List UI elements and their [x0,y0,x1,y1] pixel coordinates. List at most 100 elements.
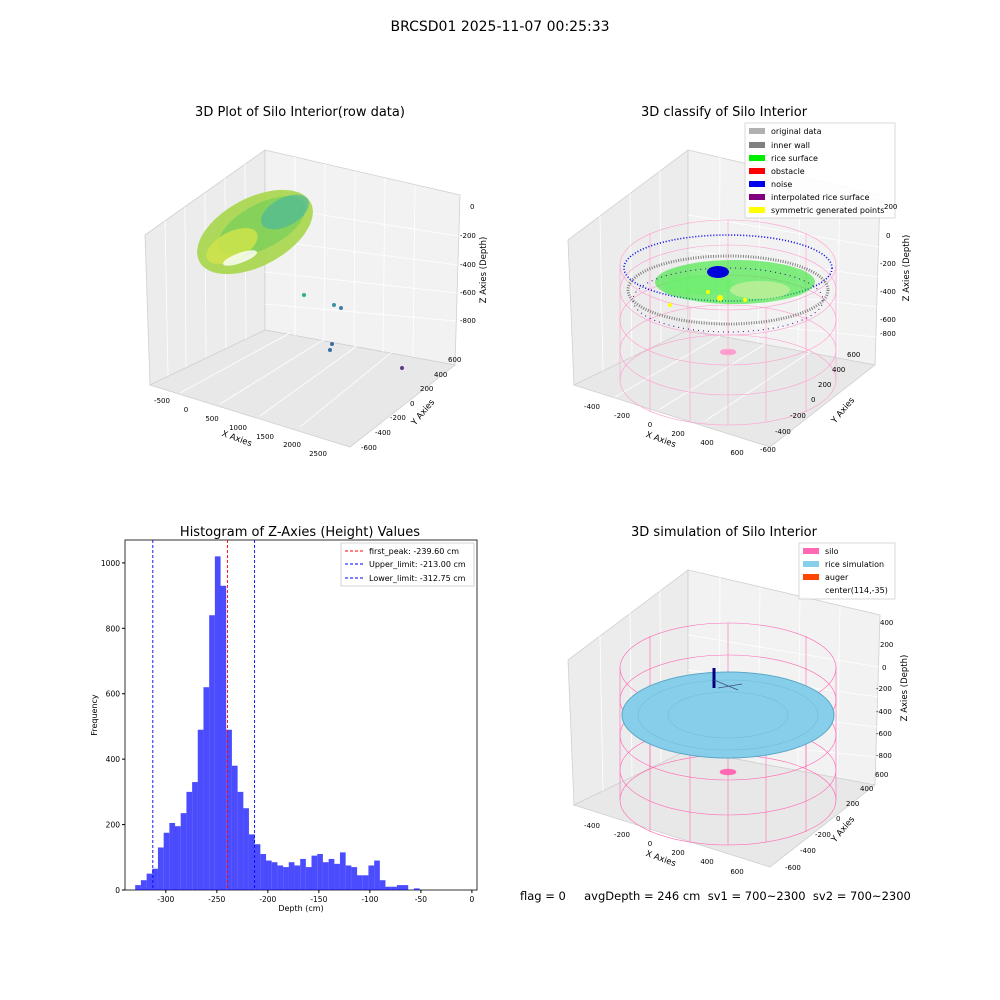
panel4-x-ticks: -400 -200 0 200 400 600 [584,822,744,876]
hist-bar [220,585,227,890]
panel2-gridlines [599,156,880,422]
legend-swatch-interpolated [749,194,765,200]
hist-bar [169,822,176,890]
panel4-xtick: -200 [614,831,630,839]
panel4-xtick: 200 [671,849,684,857]
panel2-ytick: 0 [811,396,815,404]
legend-swatch-auger [803,574,819,580]
panel4-z-ticks: 400 200 0 -200 -400 -600 -800 [876,619,893,760]
legend-swatch-noise [749,181,765,187]
panel2-zlabel: Z Axies (Depth) [902,235,912,302]
hist-bar [226,729,232,890]
hist-bar [339,852,346,890]
legend-label-auger: auger [825,573,849,582]
hist-bar [174,826,181,890]
hist-ytick-label: 600 [106,690,121,699]
panel2-ztick: -800 [880,330,896,338]
panel4-ytick: -400 [800,847,816,855]
hist-bar [305,867,312,890]
hist-bar [283,867,289,890]
hist-bar [157,847,164,890]
panel2-ztick: 0 [886,232,890,240]
panel1-ytick: 400 [434,371,447,379]
hist-ytick-label: 800 [106,624,121,633]
panel4-axes-box [567,569,881,868]
panel1-axes-box [144,149,461,448]
legend-label-first-peak: first_peak: -239.60 cm [369,547,459,556]
hist-bars [135,556,420,890]
panel1-ytick: 200 [420,385,433,393]
panel1-point-cloud [197,189,404,370]
panel2-ytick: 600 [847,351,860,359]
panel1-ztick: -600 [460,289,476,297]
legend-swatch-inner-wall [749,142,765,148]
hist-bar [203,687,210,890]
panel1-ztick: -800 [460,317,476,325]
hist-xtick-label: -200 [259,895,276,904]
panel4-ytick: -200 [815,831,831,839]
hist-ylabel: Frequency [90,694,99,736]
panel1-x-ticks: -500 0 500 1000 1500 2000 2500 [154,397,327,458]
panel4-ytick: 0 [836,815,840,823]
hist-bar [277,865,284,890]
panel4-ztick: -400 [876,708,892,716]
hist-xtick-label: -100 [361,895,378,904]
panel4-y-ticks: 600 400 200 0 -200 -400 -600 [785,771,888,872]
panel2-ytick: -600 [760,446,776,454]
hist-bar [140,880,147,890]
legend-swatch-silo [803,548,819,554]
panel1-ztick: -400 [460,261,476,269]
panel1-y-ticks: 600 400 200 0 -200 -400 -600 [361,356,461,452]
panel4-ytick: 400 [860,785,873,793]
panel1-xtick: 2000 [283,441,301,449]
panel1-xtick: 1000 [229,424,247,432]
hist-x-ticks: -300 -250 -200 -150 -100 -50 0 [157,890,475,904]
hist-xtick-label: -50 [415,895,427,904]
panel-histogram: Histogram of Z-Axies (Height) Values -30… [90,525,478,913]
legend-swatch-symmetric [749,207,765,213]
legend-label-inner-wall: inner wall [771,141,810,150]
panel2-ytick: 200 [818,381,831,389]
panel1-ytick: 600 [448,356,461,364]
panel4-ytick: 200 [846,800,859,808]
hist-title: Histogram of Z-Axies (Height) Values [180,525,420,540]
panel4-zlabel: Z Axies (Depth) [900,655,910,722]
panel-simulation-3d: 3D simulation of Silo Interior [567,525,910,876]
legend-label-original-data: original data [771,127,822,136]
hist-bar [271,862,278,890]
hist-bar [345,865,352,890]
hist-bar [186,791,193,890]
panel2-ztick: -200 [880,260,896,268]
panel1-xtick: 2500 [309,450,327,458]
panel2-xtick: 200 [671,430,684,438]
panel4-xtick: 400 [700,858,713,866]
panel4-title: 3D simulation of Silo Interior [631,525,818,540]
panel4-ytick: 600 [875,771,888,779]
hist-xlabel: Depth (cm) [278,904,323,913]
legend-label-rice-surface: rice surface [771,154,818,163]
panel2-z-ticks: 200 0 -200 -400 -600 -800 [880,203,897,338]
hist-bar [368,865,375,890]
panel1-ytick: -600 [361,444,377,452]
hist-bar [379,880,386,890]
hist-bar [294,865,301,890]
panel2-y-ticks: 600 400 200 0 -200 -400 -600 [760,351,860,454]
hist-bar [402,885,409,890]
status-text: flag = 0 avgDepth = 246 cm sv1 = 700~230… [520,889,911,903]
panel2-ztick: 200 [884,203,897,211]
legend-label-lower-limit: Lower_limit: -312.75 cm [369,574,466,583]
legend-label-symmetric: symmetric generated points [771,206,884,215]
panel2-ztick: -600 [880,316,896,324]
hist-xtick-label: -150 [310,895,327,904]
panel2-xtick: 400 [700,439,713,447]
hist-bar [322,862,329,890]
hist-xtick-label: 0 [470,895,475,904]
legend-label-noise: noise [771,180,792,189]
panel2-xtick: 600 [730,449,743,457]
panel1-zlabel: Z Axies (Depth) [479,237,489,304]
hist-bar [231,765,238,890]
hist-bar [413,888,420,890]
hist-bar [152,868,158,890]
hist-bar [214,556,221,890]
